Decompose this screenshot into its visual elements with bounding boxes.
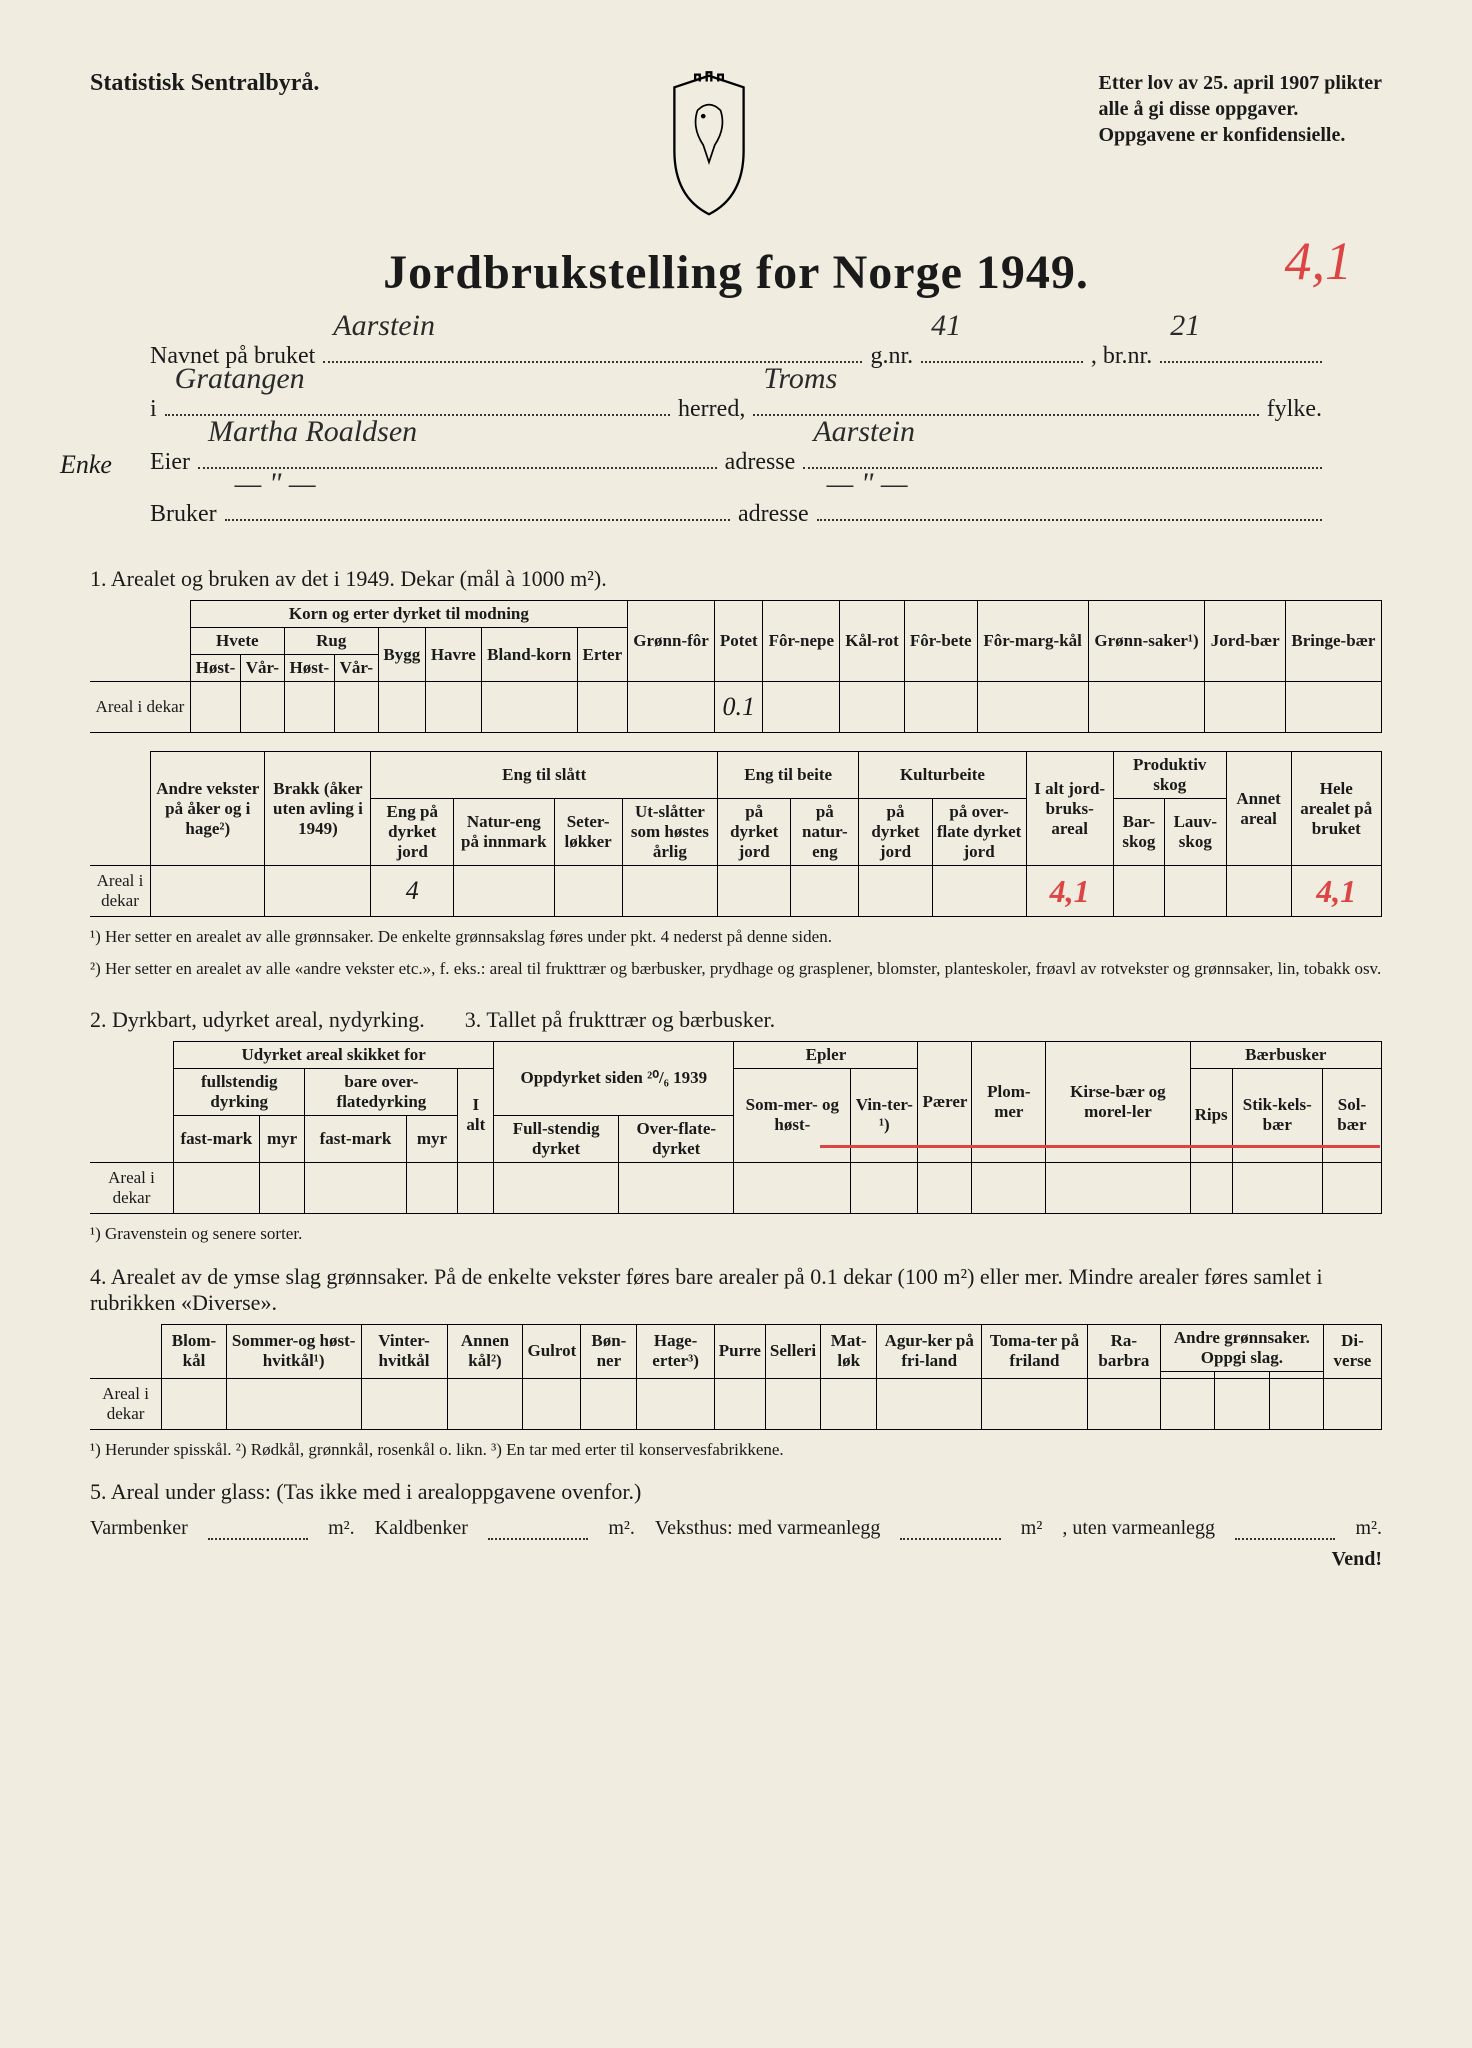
- field-brnr: 21: [1160, 361, 1322, 363]
- eng-value: 4: [371, 866, 454, 917]
- section-4-title: 4. Arealet av de ymse slag grønnsaker. P…: [90, 1264, 1382, 1316]
- ialt-value: 4,1: [1026, 866, 1113, 917]
- enke-annotation: Enke: [60, 450, 112, 480]
- header: Statistisk Sentralbyrå. Etter lov av 25.…: [90, 70, 1382, 225]
- legal-notice: Etter lov av 25. april 1907 plikter alle…: [1099, 70, 1383, 148]
- coat-of-arms: [319, 70, 1098, 225]
- section-3-title: 3. Tallet på frukttrær og bærbusker.: [465, 1007, 775, 1033]
- field-gnr: 41: [921, 361, 1083, 363]
- table-1b: Andre vekster på åker og i hage²) Brakk …: [90, 751, 1382, 917]
- table-4: Blom-kål Sommer-og høst-hvitkål¹) Vinter…: [90, 1324, 1382, 1430]
- note-3: ¹) Gravenstein og senere sorter.: [90, 1222, 1382, 1246]
- table-1a: Korn og erter dyrket til modning Grønn-f…: [90, 600, 1382, 733]
- turn-page: Vend!: [90, 1548, 1382, 1571]
- section-2-title: 2. Dyrkbart, udyrket areal, nydyrking.: [90, 1007, 425, 1033]
- note-2: ²) Her setter en arealet av alle «andre …: [90, 957, 1382, 981]
- field-adresse2: — " —: [817, 519, 1322, 521]
- organization: Statistisk Sentralbyrå.: [90, 70, 319, 97]
- document-page: Statistisk Sentralbyrå. Etter lov av 25.…: [0, 0, 1472, 2048]
- section-5-title: 5. Areal under glass: (Tas ikke med i ar…: [90, 1479, 1382, 1505]
- note-4: ¹) Herunder spisskål. ²) Rødkål, grønnkå…: [90, 1438, 1382, 1462]
- note-1: ¹) Her setter en arealet av alle grønnsa…: [90, 925, 1382, 949]
- hele-value: 4,1: [1291, 866, 1381, 917]
- section-5-fields: Varmbenkerm². Kaldbenkerm². Veksthus: me…: [90, 1517, 1382, 1540]
- red-underline: [820, 1145, 1380, 1148]
- table-2-3: Udyrket areal skikket for Oppdyrket side…: [90, 1041, 1382, 1214]
- section-1-title: 1. Arealet og bruken av det i 1949. Deka…: [90, 566, 1382, 592]
- red-annotation: 4,1: [1285, 230, 1353, 292]
- form-fields: Navnet på bruket Aarstein g.nr. 41 , br.…: [150, 330, 1322, 541]
- main-title: Jordbrukstelling for Norge 1949.: [90, 245, 1382, 300]
- potet-value: 0.1: [715, 682, 763, 733]
- field-bruker: — " —: [225, 519, 730, 521]
